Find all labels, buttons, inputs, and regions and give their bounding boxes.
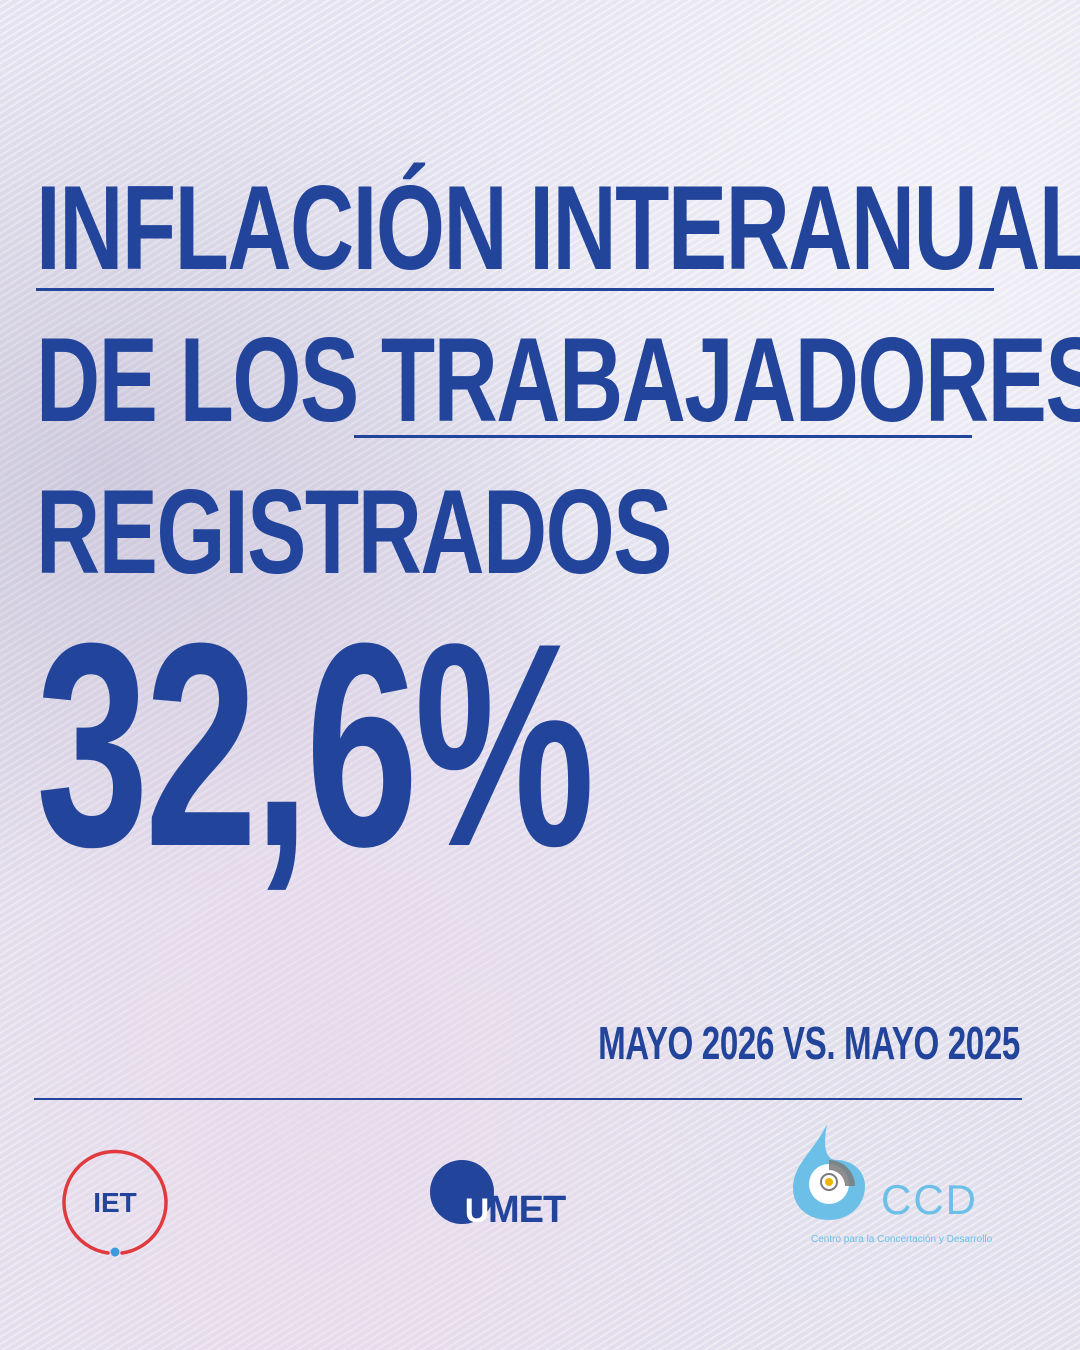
umet-logo-mark: U MET (430, 1160, 567, 1231)
footer-divider (34, 1098, 1022, 1100)
comparison-period: MAYO 2026 VS. MAYO 2025 (598, 1017, 1020, 1069)
ccd-logo-text: CCD (881, 1176, 978, 1223)
ccd-logo-mark: CCD Centro para la Concertación y Desarr… (793, 1124, 993, 1245)
inflation-value: 32,6% (36, 583, 595, 907)
umet-logo-text: MET (488, 1189, 566, 1231)
ccd-logo-tagline: Centro para la Concertación y Desarrollo (811, 1234, 993, 1245)
headline-underline-2 (354, 435, 972, 438)
headline-line-3: REGISTRADOS (36, 465, 672, 599)
headline-line-2: DE LOS TRABAJADORES (36, 313, 1080, 447)
iet-logo-mark: IET (62, 1149, 168, 1257)
iet-logo-text: IET (93, 1187, 137, 1218)
iet-logo: IET (60, 1148, 170, 1258)
umet-logo: U MET (430, 1152, 590, 1242)
umet-logo-letter: U (465, 1192, 490, 1230)
ccd-logo: CCD Centro para la Concertación y Desarr… (785, 1120, 1025, 1250)
headline-underline-1 (36, 288, 994, 291)
headline-line-1: INFLACIÓN INTERANUAL (36, 161, 1080, 295)
